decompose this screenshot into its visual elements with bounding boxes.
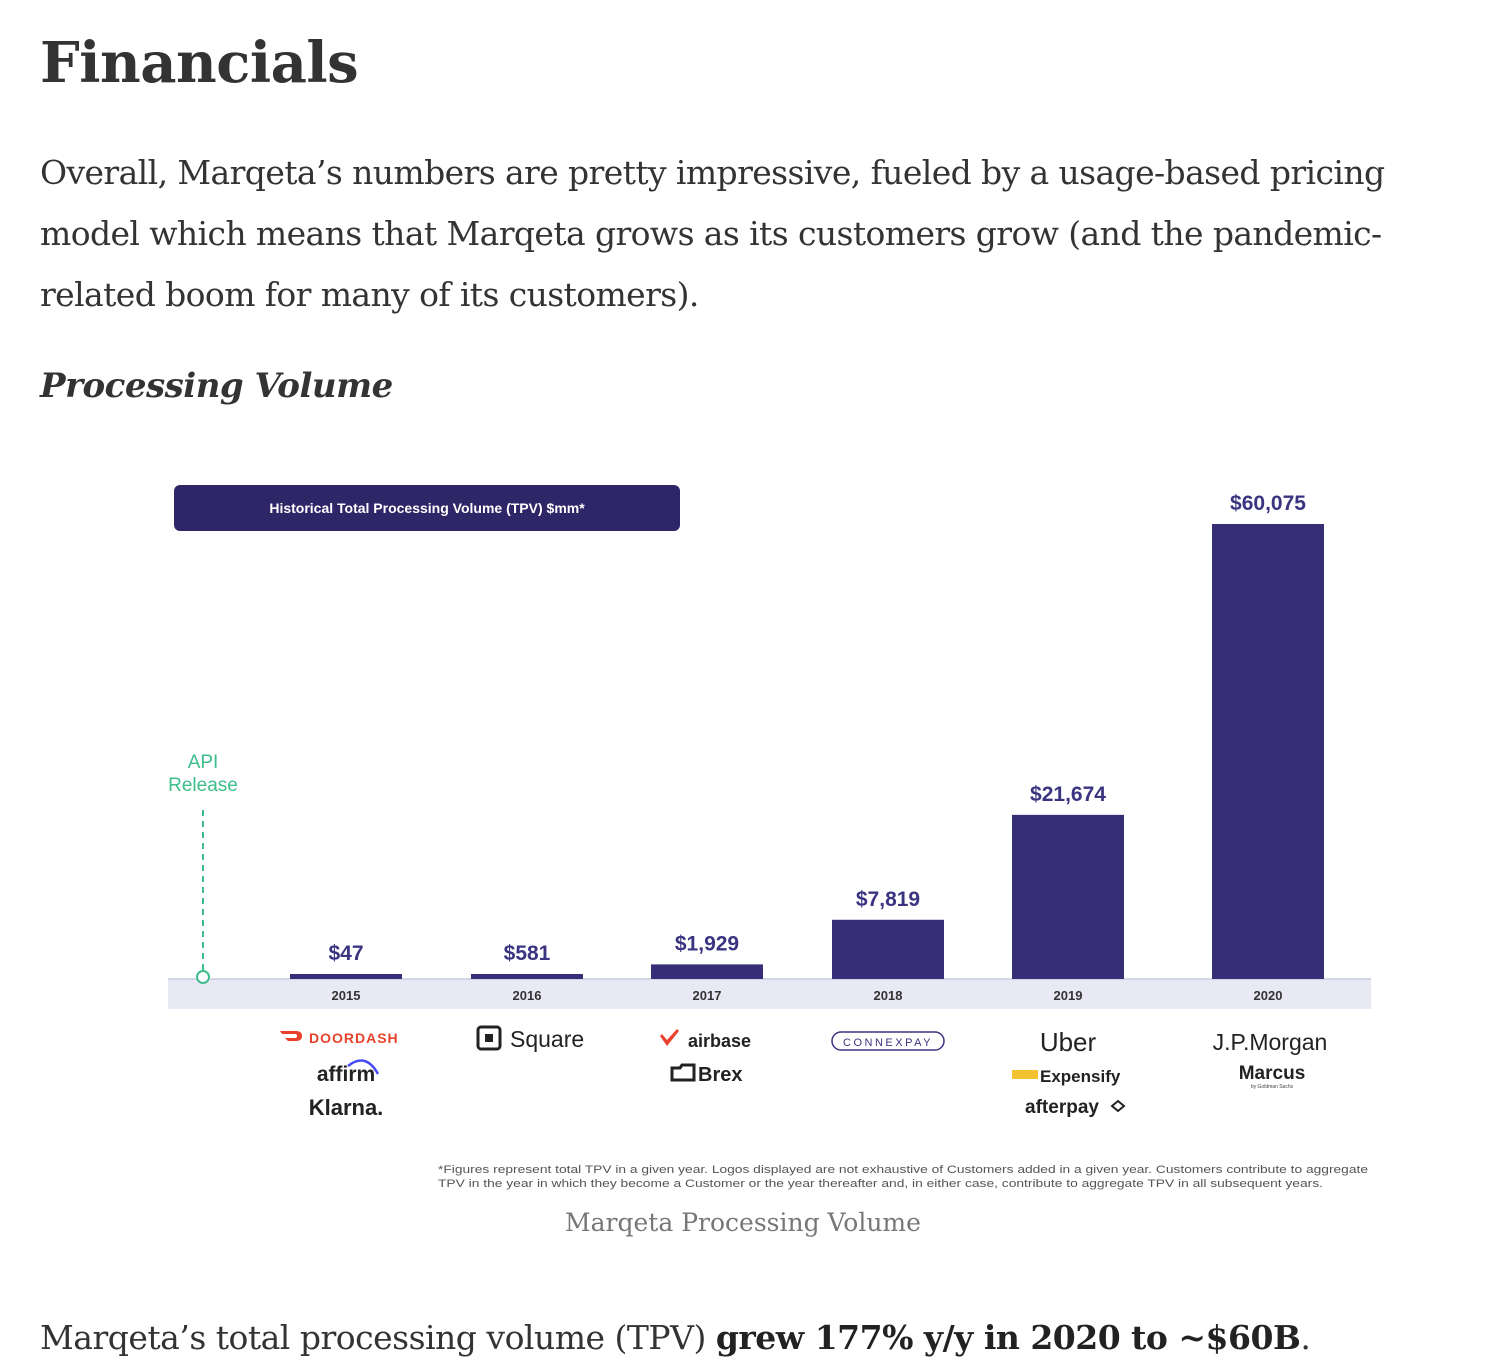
section-subheading: Processing Volume	[40, 366, 393, 406]
brex-logo: Brex	[698, 1064, 742, 1086]
square-icon	[476, 1025, 502, 1051]
value-label-2018: $7,819	[856, 888, 920, 911]
marcus-tagline: by Goldman Sachs	[1251, 1084, 1294, 1090]
expensify-icon	[1012, 1070, 1038, 1079]
api-release-label-line2: Release	[168, 775, 238, 796]
figure-caption: Marqeta Processing Volume	[565, 1208, 921, 1237]
klarna-logo: Klarna.	[309, 1095, 384, 1120]
value-label-2020: $60,075	[1230, 492, 1306, 515]
doordash-text: DOORDASH	[309, 1030, 399, 1046]
summary-text-bold: grew 177% y/y in 2020 to ~$60B	[715, 1318, 1301, 1357]
x-tick-label-2020: 2020	[1254, 988, 1283, 1003]
marcus-logo: Marcus	[1239, 1063, 1306, 1084]
tpv-chart-figure: Historical Total Processing Volume (TPV)…	[150, 470, 1390, 1250]
affirm-arc	[347, 1059, 380, 1075]
page-title: Financials	[40, 30, 359, 96]
connexpay-logo-frame	[831, 1031, 945, 1051]
connexpay-logo: CONNEXPAY	[843, 1037, 933, 1049]
brex-icon	[670, 1063, 696, 1082]
expensify-logo: Expensify	[1040, 1067, 1121, 1086]
value-label-2016: $581	[504, 942, 551, 965]
bar-2017	[651, 964, 763, 979]
customer-logos: DOORDASH affirm Klarna. Square airbase B…	[280, 1025, 1328, 1120]
x-tick-label-2017: 2017	[693, 988, 722, 1003]
doordash-logo: DOORDASH	[280, 1030, 399, 1046]
bar-2020	[1212, 524, 1324, 979]
chart-footnote-line2: TPV in the year in which they become a C…	[438, 1178, 1323, 1190]
chart-title-box	[174, 485, 680, 531]
x-tick-label-2015: 2015	[332, 988, 361, 1003]
bar-2018	[832, 919, 944, 979]
airbase-icon	[660, 1029, 679, 1046]
doordash-icon	[280, 1031, 302, 1041]
bars-group: $47 2015 $581 2016 $1,929 2017 $7,819 2018 $21,6…	[290, 492, 1324, 1003]
bar-2019	[1012, 814, 1124, 979]
afterpay-icon	[1110, 1099, 1126, 1113]
summary-text-prefix: Marqeta’s total processing volume (TPV)	[40, 1318, 716, 1357]
x-tick-label-2019: 2019	[1054, 988, 1083, 1003]
tpv-bar-chart: Historical Total Processing Volume (TPV)…	[168, 485, 1371, 1190]
value-label-2015: $47	[328, 942, 363, 965]
chart-footnote-line1: *Figures represent total TPV in a given …	[438, 1164, 1368, 1176]
api-release-marker-dot	[196, 970, 210, 984]
bar-2016	[471, 974, 583, 979]
summary-paragraph: Marqeta’s total processing volume (TPV) …	[40, 1318, 1311, 1357]
square-icon-inner	[485, 1034, 493, 1042]
intro-paragraph: Overall, Marqeta’s numbers are pretty im…	[40, 153, 1385, 314]
jpmorgan-logo: J.P.Morgan	[1213, 1029, 1328, 1055]
chart-title: Historical Total Processing Volume (TPV)…	[269, 500, 585, 516]
uber-logo: Uber	[1040, 1027, 1097, 1057]
bar-2015	[290, 974, 402, 979]
square-logo: Square	[510, 1026, 584, 1052]
airbase-logo: airbase	[688, 1031, 751, 1051]
afterpay-logo: afterpay	[1025, 1097, 1099, 1118]
affirm-logo: affirm	[317, 1063, 375, 1086]
value-label-2017: $1,929	[675, 932, 739, 955]
api-release-label-line1: API	[188, 752, 219, 773]
x-tick-label-2016: 2016	[513, 988, 542, 1003]
x-tick-label-2018: 2018	[874, 988, 903, 1003]
x-axis-band	[168, 979, 1371, 1009]
summary-text-suffix: .	[1300, 1318, 1311, 1357]
value-label-2019: $21,674	[1030, 783, 1106, 806]
